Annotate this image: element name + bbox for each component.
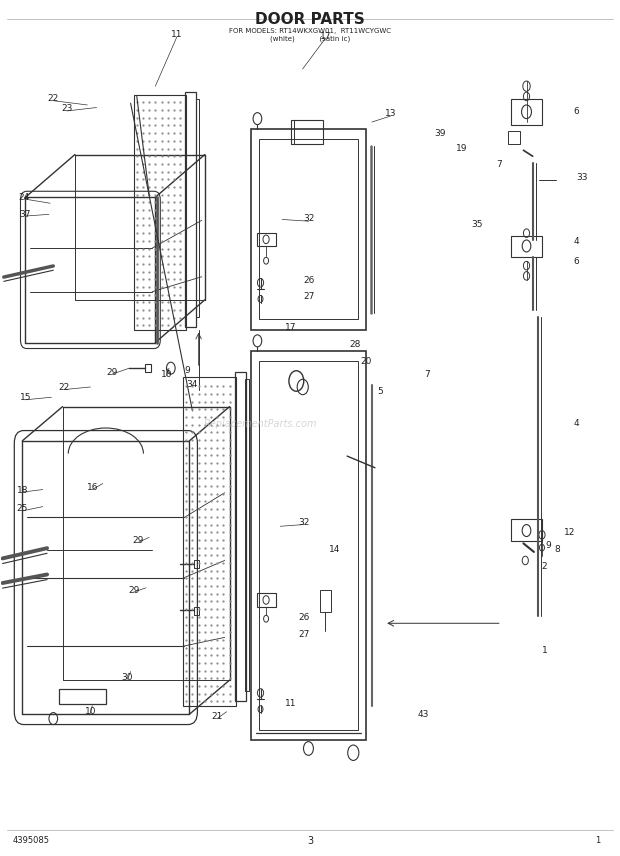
Text: 32: 32	[303, 214, 314, 223]
Text: 7: 7	[496, 160, 502, 169]
Text: (white)           (satin ic): (white) (satin ic)	[270, 36, 350, 43]
Bar	[145, 364, 151, 372]
Text: ReplacementParts.com: ReplacementParts.com	[204, 419, 317, 429]
Text: DOOR PARTS: DOOR PARTS	[255, 12, 365, 27]
Text: 10: 10	[85, 707, 96, 716]
Bar	[291, 121, 324, 145]
Text: 3: 3	[307, 835, 313, 846]
Text: 11: 11	[171, 30, 183, 39]
Bar	[257, 593, 276, 607]
Text: 12: 12	[564, 528, 575, 537]
Bar	[134, 95, 186, 330]
Text: 35: 35	[471, 220, 483, 229]
Text: 26: 26	[303, 276, 314, 285]
Text: 9: 9	[546, 541, 551, 550]
Text: 30: 30	[122, 673, 133, 682]
Text: 16: 16	[87, 484, 98, 492]
Bar	[183, 377, 236, 705]
Text: 9: 9	[185, 366, 190, 375]
Bar	[251, 351, 366, 740]
Text: 15: 15	[20, 393, 31, 401]
Text: 7: 7	[425, 370, 430, 378]
Text: 27: 27	[298, 630, 309, 639]
Text: 4: 4	[574, 419, 579, 428]
Text: 8: 8	[554, 545, 560, 554]
Text: 33: 33	[577, 173, 588, 182]
Text: 20: 20	[360, 357, 371, 366]
Bar	[193, 607, 199, 615]
Text: 25: 25	[17, 504, 28, 513]
Text: 4: 4	[574, 237, 579, 247]
Text: 43: 43	[417, 710, 429, 719]
Text: 21: 21	[211, 712, 223, 722]
Bar	[60, 689, 106, 704]
Text: 1: 1	[595, 836, 601, 845]
Text: 5: 5	[377, 387, 383, 395]
Text: 24: 24	[19, 193, 30, 202]
Text: 34: 34	[187, 380, 198, 389]
Bar	[511, 520, 542, 541]
Text: 1: 1	[542, 645, 548, 655]
Text: 19: 19	[456, 144, 467, 153]
Text: 17: 17	[320, 32, 331, 41]
Bar	[259, 140, 358, 319]
Text: 29: 29	[132, 537, 144, 545]
Text: 4395085: 4395085	[13, 836, 50, 845]
Text: 27: 27	[303, 292, 314, 301]
Bar	[320, 591, 331, 612]
Text: 37: 37	[20, 210, 31, 219]
Bar	[511, 235, 542, 257]
Text: 2: 2	[541, 562, 547, 571]
Bar	[257, 233, 276, 247]
Bar	[251, 129, 366, 330]
Text: 26: 26	[298, 613, 309, 622]
Text: 17: 17	[285, 323, 296, 331]
Text: 11: 11	[285, 698, 296, 708]
Bar	[511, 99, 542, 125]
Bar	[245, 379, 249, 692]
Bar	[508, 132, 520, 145]
Bar	[259, 361, 358, 729]
Text: 6: 6	[573, 257, 579, 266]
Text: 32: 32	[298, 518, 309, 526]
Text: 23: 23	[61, 104, 73, 113]
Bar	[185, 92, 196, 327]
Text: 28: 28	[350, 340, 361, 348]
Text: 22: 22	[48, 93, 59, 103]
Text: 18: 18	[17, 486, 28, 495]
Text: 13: 13	[384, 109, 396, 118]
Text: 6: 6	[573, 107, 579, 116]
Text: 22: 22	[59, 383, 70, 392]
Text: 39: 39	[434, 128, 446, 138]
Text: 10: 10	[161, 370, 172, 378]
Text: FOR MODELS: RT14WKXGW01,  RT11WCYGWC: FOR MODELS: RT14WKXGW01, RT11WCYGWC	[229, 27, 391, 33]
Bar	[195, 99, 199, 317]
Text: 14: 14	[329, 545, 340, 554]
Bar	[234, 372, 246, 701]
Text: 29: 29	[107, 368, 118, 377]
Bar	[193, 561, 199, 568]
Text: 29: 29	[128, 586, 140, 595]
